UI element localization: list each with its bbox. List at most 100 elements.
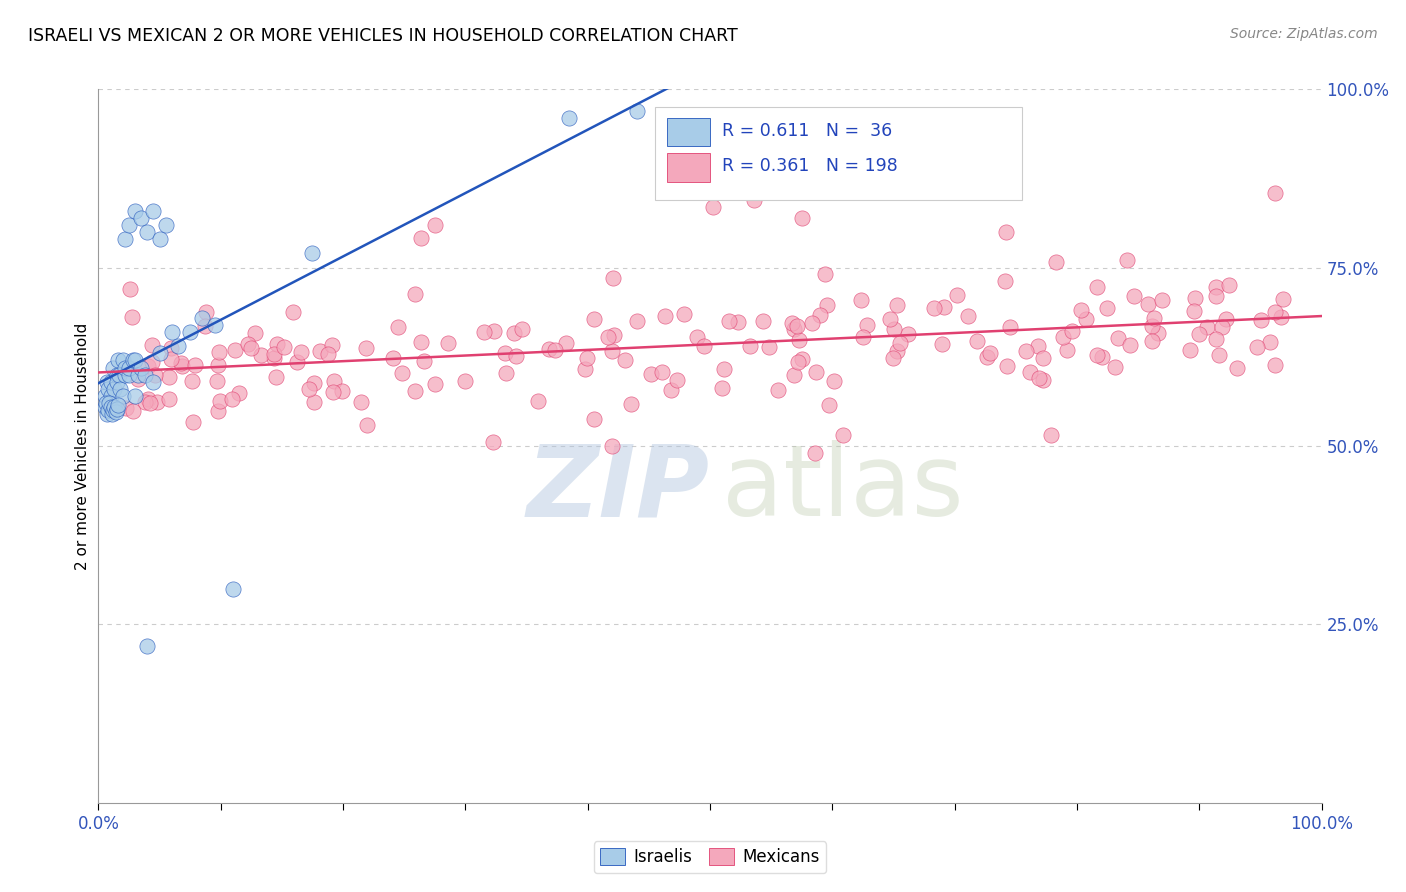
Point: [381, 351, 404, 365]
Point: [886, 298, 908, 312]
FancyBboxPatch shape: [655, 107, 1022, 200]
Point: [105, 375, 128, 389]
Point: [1208, 348, 1230, 362]
Point: [1091, 351, 1114, 365]
Point: [801, 316, 824, 330]
Point: [103, 400, 125, 414]
Point: [391, 366, 413, 380]
Point: [817, 398, 839, 412]
Point: [1197, 320, 1219, 334]
Point: [179, 325, 201, 339]
Point: [350, 395, 373, 409]
Point: [1205, 332, 1227, 346]
Point: [1045, 255, 1067, 269]
Text: atlas: atlas: [723, 441, 965, 537]
Point: [814, 267, 837, 281]
Point: [100, 400, 122, 414]
Point: [1272, 293, 1295, 307]
Point: [1143, 311, 1166, 326]
Point: [208, 345, 231, 359]
Point: [1246, 340, 1268, 354]
Point: [806, 365, 828, 379]
Point: [207, 403, 229, 417]
Point: [1215, 312, 1237, 326]
Point: [120, 282, 142, 296]
Point: [976, 350, 998, 364]
Point: [583, 411, 606, 425]
Point: [404, 286, 426, 301]
Point: [1018, 365, 1040, 379]
Point: [879, 312, 901, 326]
Point: [1026, 339, 1049, 353]
Point: [790, 211, 813, 225]
Point: [114, 368, 136, 382]
Point: [222, 582, 245, 596]
Point: [290, 344, 312, 359]
Point: [1136, 297, 1159, 311]
Point: [1152, 293, 1174, 307]
Point: [574, 362, 596, 376]
Point: [191, 310, 214, 325]
Point: [330, 384, 353, 398]
Point: [582, 311, 605, 326]
Point: [167, 339, 190, 353]
Point: [316, 347, 339, 361]
Point: [883, 322, 905, 336]
Point: [110, 382, 132, 396]
Point: [945, 287, 967, 301]
Legend: Israelis, Mexicans: Israelis, Mexicans: [593, 841, 827, 873]
Point: [1147, 326, 1170, 340]
Point: [101, 360, 124, 375]
Point: [425, 377, 447, 392]
Point: [160, 341, 183, 355]
Point: [118, 360, 141, 375]
Point: [149, 346, 172, 360]
Point: [702, 200, 724, 214]
Point: [209, 393, 232, 408]
Point: [1015, 344, 1038, 359]
Point: [727, 315, 749, 329]
Point: [111, 353, 134, 368]
Point: [832, 428, 855, 442]
Point: [803, 446, 825, 460]
Point: [713, 362, 735, 376]
Point: [1040, 428, 1063, 442]
Point: [302, 395, 325, 409]
Point: [96, 407, 118, 421]
Point: [472, 325, 495, 339]
Point: [505, 349, 527, 363]
Point: [897, 326, 920, 341]
Point: [245, 326, 267, 341]
Point: [659, 383, 682, 397]
Point: [122, 404, 145, 418]
Text: Source: ZipAtlas.com: Source: ZipAtlas.com: [1230, 27, 1378, 41]
Point: [882, 351, 904, 365]
Point: [263, 351, 285, 366]
Point: [118, 368, 141, 382]
Point: [263, 347, 285, 361]
Point: [437, 335, 460, 350]
Point: [134, 395, 156, 409]
Point: [1205, 289, 1227, 303]
Point: [1122, 288, 1144, 302]
Point: [1250, 313, 1272, 327]
Point: [356, 417, 378, 432]
Point: [136, 392, 159, 406]
Point: [157, 392, 180, 406]
Point: [404, 384, 426, 398]
Point: [752, 314, 775, 328]
Point: [1263, 358, 1285, 372]
Text: R = 0.611   N =  36: R = 0.611 N = 36: [723, 121, 893, 139]
Point: [1028, 370, 1050, 384]
Point: [107, 398, 129, 412]
Point: [145, 394, 167, 409]
Point: [494, 346, 516, 360]
Point: [600, 343, 623, 358]
Point: [172, 359, 194, 373]
Point: [527, 393, 550, 408]
Point: [96, 375, 118, 389]
Point: [354, 342, 377, 356]
Point: [160, 352, 183, 367]
Point: [558, 111, 581, 125]
Point: [129, 360, 152, 375]
